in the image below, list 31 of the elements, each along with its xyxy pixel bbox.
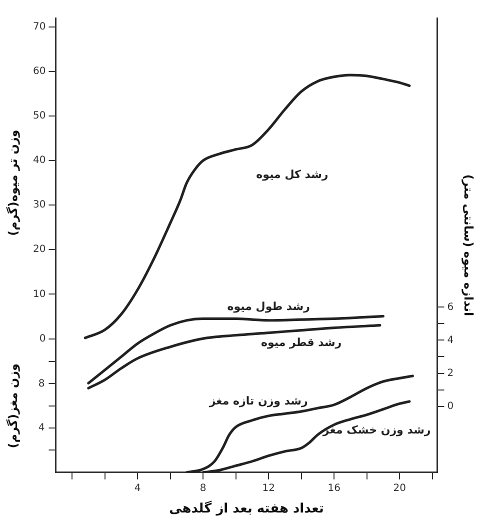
line-series bbox=[84, 74, 411, 340]
y2-tick-label: 0 bbox=[447, 400, 454, 412]
x-axis-title: تعداد هفته بعد از گلدهی bbox=[169, 500, 324, 517]
y2-tick-label: 2 bbox=[447, 368, 454, 379]
y3-axis-title: وزن مغز(گرم) bbox=[6, 364, 20, 448]
x-tick-label: 12 bbox=[262, 482, 275, 494]
y-tick-label: 70 bbox=[32, 22, 46, 33]
y-tick-label: 10 bbox=[32, 288, 46, 300]
x-tick-label: 8 bbox=[200, 482, 206, 494]
series-label: رشد قطر میوه bbox=[261, 336, 342, 350]
y2-tick-label: 6 bbox=[447, 302, 454, 313]
line-series bbox=[87, 314, 385, 384]
y3-tick-label: 8 bbox=[38, 378, 45, 390]
line-series bbox=[87, 324, 382, 390]
y-tick-label: 60 bbox=[32, 66, 46, 78]
text: رشد کل میوه bbox=[256, 168, 328, 181]
y-tick-label: 40 bbox=[32, 155, 46, 166]
y-tick-label: 20 bbox=[32, 244, 46, 256]
x-tick-label: 20 bbox=[393, 482, 406, 494]
y2-axis-title: اندازه میوه (سانتی متر) bbox=[462, 174, 476, 316]
y3-tick-label: 4 bbox=[38, 422, 45, 434]
series-label: رشد طول میوه bbox=[227, 300, 310, 314]
series-label: رشد وزن تازه مغز bbox=[208, 394, 308, 408]
x-tick-label: 4 bbox=[134, 482, 141, 494]
y2-tick-label: 4 bbox=[447, 334, 454, 346]
y-tick-label: 0 bbox=[39, 333, 46, 344]
x-tick-label: 16 bbox=[328, 482, 340, 494]
y-tick-label: 30 bbox=[32, 200, 46, 211]
y-axis-title: وزن تر میوه(گرم) bbox=[6, 130, 20, 236]
series-label: رشد وزن خشک مغز bbox=[322, 424, 431, 437]
y-tick-label: 50 bbox=[32, 110, 46, 122]
